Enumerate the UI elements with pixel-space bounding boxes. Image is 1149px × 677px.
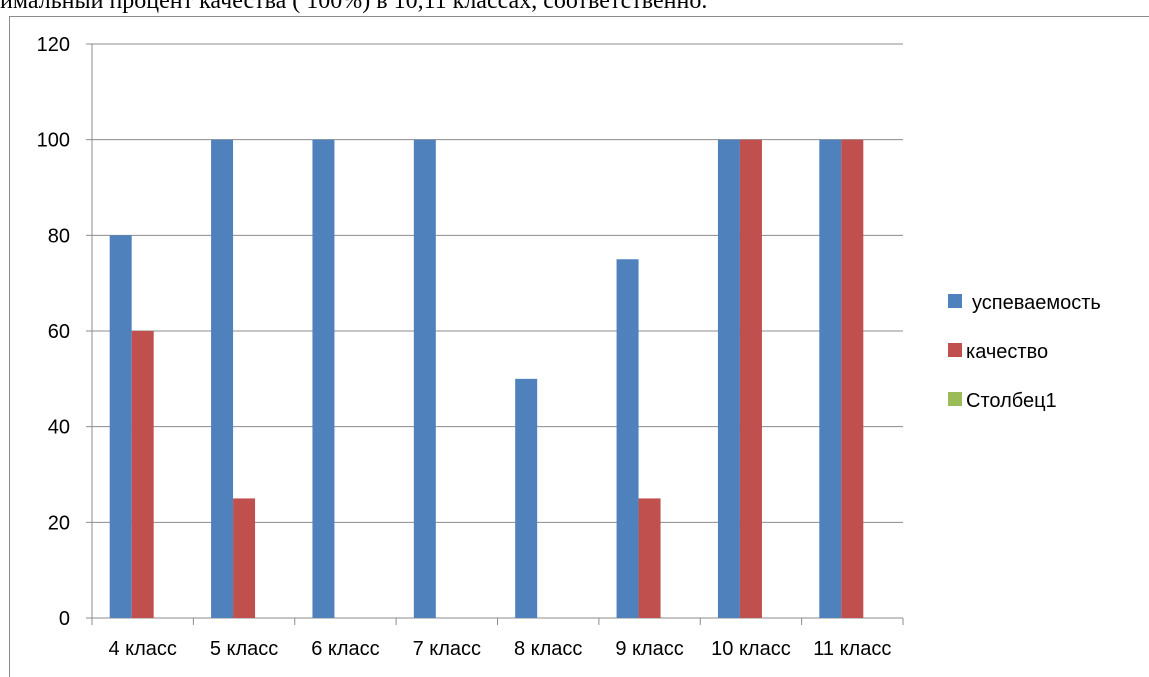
x-tick-label: 4 класс (108, 638, 176, 660)
bar-1-3 (312, 139, 335, 618)
y-tick-label: 20 (48, 512, 70, 534)
bar-2-6 (638, 498, 661, 618)
legend-label: Столбец1 (966, 390, 1057, 412)
legend-swatch (948, 343, 962, 357)
bar-1-2 (211, 139, 234, 618)
bar-2-2 (233, 498, 256, 618)
x-tick-label: 9 класс (615, 638, 683, 660)
bar-1-8 (819, 139, 842, 618)
document-text-line: имальный процент качества ( 100%) в 10,1… (0, 0, 708, 14)
y-tick-label: 100 (37, 130, 70, 152)
x-tick-label: 6 класс (311, 638, 379, 660)
x-tick-label: 7 класс (413, 638, 481, 660)
bars (109, 139, 864, 619)
x-tick-label: 10 класс (711, 638, 791, 660)
axes (86, 43, 904, 625)
bar-2-1 (131, 331, 154, 618)
x-tick-label: 8 класс (514, 638, 582, 660)
bar-1-7 (717, 139, 740, 618)
legend-swatch (948, 392, 962, 406)
x-tick-label: 11 класс (813, 638, 891, 660)
y-tick-label: 80 (48, 225, 70, 247)
x-tick-label: 5 класс (210, 638, 278, 660)
y-tick-label: 0 (59, 608, 70, 630)
y-tick-label: 60 (48, 321, 70, 343)
bar-1-5 (515, 378, 538, 618)
legend: успеваемость качество Столбец1 (948, 292, 1101, 412)
bar-1-6 (616, 259, 639, 618)
bar-1-4 (413, 139, 436, 618)
y-tick-label: 40 (48, 417, 70, 439)
y-tick-labels: 0 20 40 60 80 100 120 (37, 34, 70, 630)
legend-label: качество (966, 341, 1048, 363)
legend-label: успеваемость (972, 292, 1101, 314)
bar-2-7 (739, 139, 762, 618)
y-tick-label: 120 (37, 34, 70, 56)
x-tick-labels: 4 класс 5 класс 6 класс 7 класс 8 класс 9 кла… (108, 638, 891, 660)
legend-swatch (948, 294, 962, 308)
bar-1-1 (109, 235, 132, 619)
bar-2-8 (841, 139, 864, 618)
